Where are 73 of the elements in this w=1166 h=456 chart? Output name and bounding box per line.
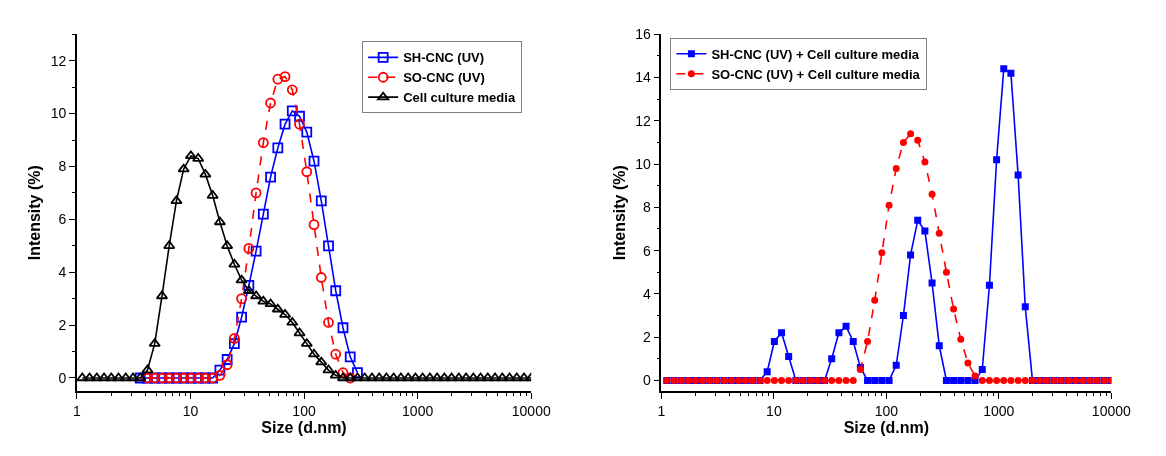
point	[330, 348, 342, 360]
point	[286, 84, 298, 96]
point	[243, 243, 255, 254]
point	[265, 97, 276, 109]
x-tick-label: 1	[657, 402, 666, 419]
point	[301, 166, 313, 178]
x-tick-label: 100	[874, 402, 899, 419]
point	[272, 142, 284, 154]
point	[265, 171, 276, 183]
legend-label: Cell culture media	[403, 90, 516, 106]
point	[228, 332, 240, 344]
point	[243, 280, 255, 291]
y-axis-title: Intensity (%)	[26, 165, 44, 261]
legend-label: SO-CNC (UV) + Cell culture media	[711, 66, 921, 82]
point	[337, 367, 349, 379]
y-tick-label: 14	[635, 69, 652, 86]
x-tick-label: 1	[72, 402, 81, 419]
y-tick-label: 2	[58, 317, 67, 334]
point	[308, 155, 320, 167]
point	[337, 322, 349, 334]
y-tick-label: 8	[58, 158, 67, 175]
x-tick-label: 1000	[983, 402, 1015, 419]
point	[214, 364, 226, 376]
y-axis-title: Intensity (%)	[610, 165, 628, 261]
legend-label: SH-CNC (UV) + Cell culture media	[711, 46, 920, 62]
y-tick-label: 10	[635, 155, 652, 172]
point	[214, 369, 226, 381]
x-axis-title: Size (d.nm)	[843, 418, 930, 436]
point	[228, 338, 240, 350]
point	[315, 272, 327, 283]
y-tick-label: 0	[58, 369, 67, 386]
x-tick-label: 10	[182, 402, 199, 419]
y-tick-label: 4	[643, 285, 652, 302]
point	[257, 137, 269, 149]
x-axis-title: Size (d.nm)	[261, 418, 347, 436]
y-tick-label: 6	[643, 242, 652, 259]
point	[323, 317, 334, 328]
x-tick-label: 10000	[511, 402, 551, 419]
y-tick-label: 2	[643, 329, 652, 346]
point	[323, 240, 334, 252]
y-tick-label: 8	[643, 199, 652, 216]
point	[330, 285, 342, 297]
point	[236, 293, 247, 305]
point	[279, 118, 291, 130]
point	[315, 195, 327, 207]
point	[344, 351, 356, 363]
point	[257, 208, 269, 220]
y-tick-label: 12	[635, 112, 652, 129]
legend-label: SH-CNC (UV)	[403, 50, 485, 66]
y-tick-label: 4	[58, 264, 67, 281]
point	[352, 367, 363, 379]
y-tick-label: 10	[50, 105, 67, 122]
y-tick-label: 16	[635, 26, 652, 43]
legend-label: SO-CNC (UV)	[403, 70, 485, 86]
x-tick-label: 100	[292, 402, 316, 419]
point	[294, 110, 305, 122]
point	[286, 105, 298, 117]
point	[294, 118, 305, 130]
point	[221, 354, 233, 365]
point	[250, 187, 262, 199]
x-tick-label: 10	[766, 402, 782, 419]
point	[236, 311, 247, 323]
y-tick-label: 0	[643, 372, 652, 389]
y-tick-label: 12	[50, 52, 67, 69]
point	[272, 73, 284, 85]
point	[221, 359, 233, 371]
point	[301, 126, 313, 138]
point	[308, 219, 320, 231]
x-tick-label: 10000	[1091, 402, 1131, 419]
point	[250, 245, 262, 257]
x-tick-label: 1000	[402, 402, 434, 419]
point	[279, 71, 291, 82]
y-tick-label: 6	[58, 211, 67, 228]
